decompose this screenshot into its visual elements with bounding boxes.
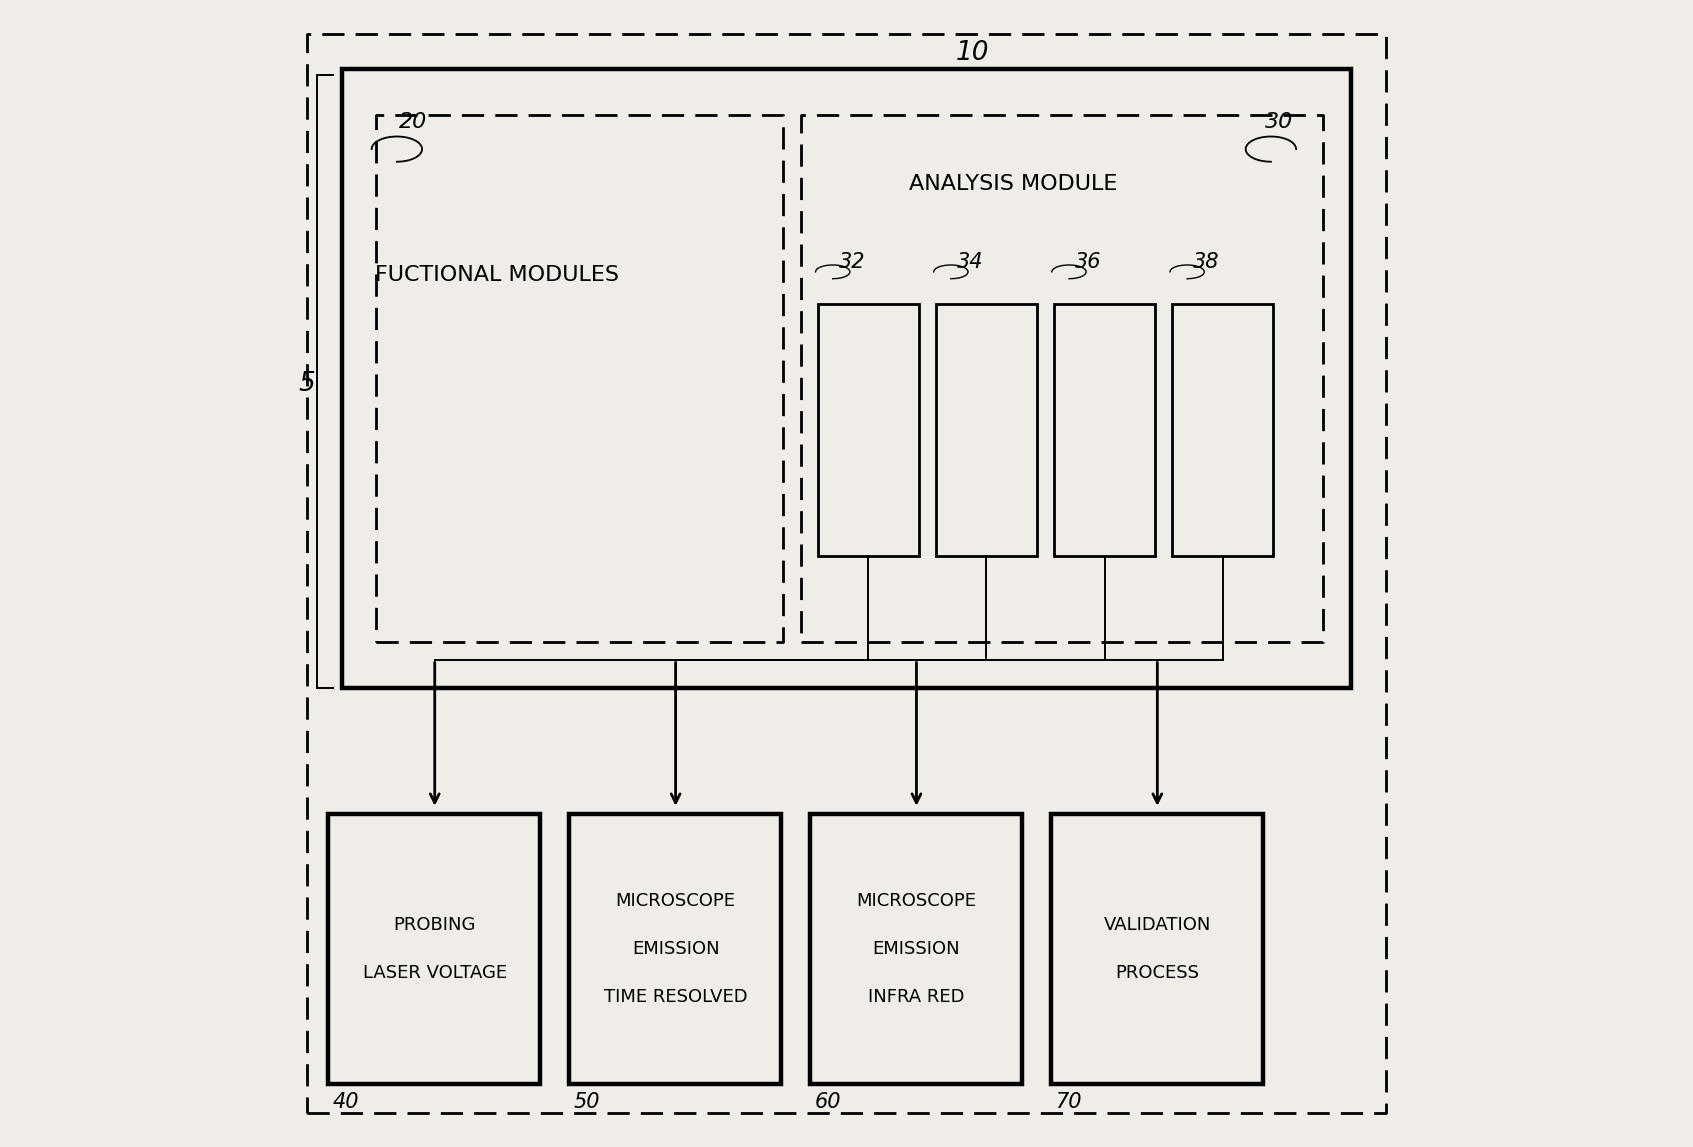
Text: 36: 36 xyxy=(1075,252,1102,272)
Text: MICROSCOPE: MICROSCOPE xyxy=(857,892,977,910)
Text: 38: 38 xyxy=(1194,252,1221,272)
Text: TIME RESOLVED: TIME RESOLVED xyxy=(604,989,747,1006)
Text: 10: 10 xyxy=(955,40,989,67)
Text: PROBING: PROBING xyxy=(393,916,476,934)
Text: 32: 32 xyxy=(840,252,865,272)
Text: EMISSION: EMISSION xyxy=(631,941,720,958)
Text: EMISSION: EMISSION xyxy=(872,941,960,958)
Bar xyxy=(809,814,1023,1084)
Text: 5: 5 xyxy=(298,372,315,397)
Text: PROCESS: PROCESS xyxy=(1116,965,1199,982)
Bar xyxy=(569,814,780,1084)
Bar xyxy=(936,304,1036,556)
Text: 30: 30 xyxy=(1265,112,1293,132)
Text: 70: 70 xyxy=(1055,1092,1082,1111)
Bar xyxy=(1172,304,1273,556)
Text: INFRA RED: INFRA RED xyxy=(869,989,965,1006)
Text: LASER VOLTAGE: LASER VOLTAGE xyxy=(362,965,506,982)
Text: 20: 20 xyxy=(400,112,427,132)
Text: 50: 50 xyxy=(574,1092,599,1111)
Text: 60: 60 xyxy=(814,1092,841,1111)
Bar xyxy=(342,69,1351,688)
Bar xyxy=(1055,304,1155,556)
Text: MICROSCOPE: MICROSCOPE xyxy=(616,892,735,910)
Bar xyxy=(1051,814,1263,1084)
Bar xyxy=(818,304,919,556)
Text: 34: 34 xyxy=(957,252,984,272)
Bar xyxy=(328,814,540,1084)
Text: FUCTIONAL MODULES: FUCTIONAL MODULES xyxy=(374,265,618,286)
Text: ANALYSIS MODULE: ANALYSIS MODULE xyxy=(909,173,1117,194)
Text: VALIDATION: VALIDATION xyxy=(1104,916,1210,934)
Text: 40: 40 xyxy=(332,1092,359,1111)
